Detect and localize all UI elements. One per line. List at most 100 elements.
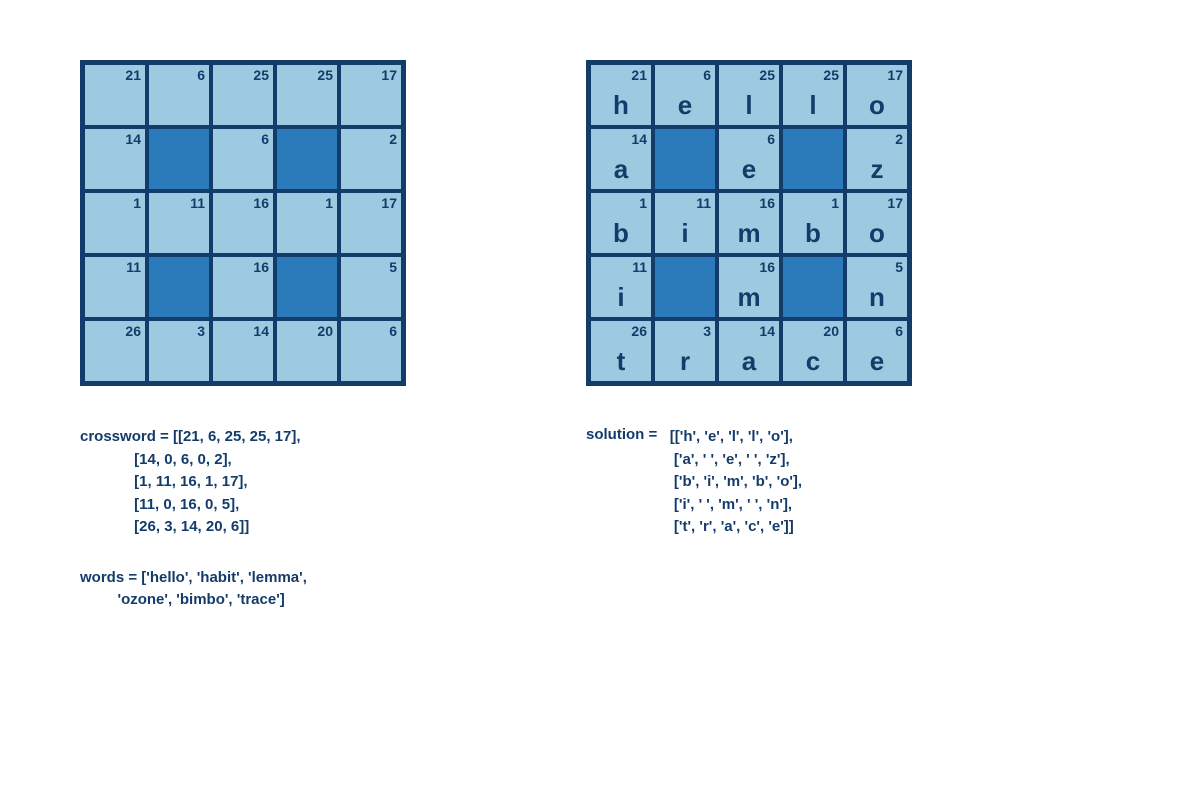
cell: 17 (339, 191, 403, 255)
cell: 11 i (653, 191, 717, 255)
cell-number: 11 (190, 195, 205, 211)
cell-letter: b (783, 218, 843, 249)
cell-number: 17 (381, 195, 397, 211)
cell-number: 14 (125, 131, 141, 147)
cell: 3r (653, 319, 717, 383)
cell-number: 20 (317, 323, 333, 339)
cell-letter: t (591, 346, 651, 377)
cell-number: 17 (887, 195, 903, 211)
cell: 6e (845, 319, 909, 383)
cell: 3 (147, 319, 211, 383)
cell: 20 (275, 319, 339, 383)
cell-number: 11 (696, 195, 711, 211)
cell: 14 (211, 319, 275, 383)
cell: 2z (845, 127, 909, 191)
cell: 14 a (717, 319, 781, 383)
cell (147, 255, 211, 319)
cell-number: 17 (887, 67, 903, 83)
left-panel: 2162525171462111161171116526314206 cross… (80, 60, 406, 612)
solution-label: solution = (586, 426, 670, 539)
cell-letter: o (847, 218, 907, 249)
cell: 17 o (845, 63, 909, 127)
cell: 25 (275, 63, 339, 127)
cell-number: 1 (133, 195, 141, 211)
cell-number: 1 (831, 195, 839, 211)
cell: 6 (339, 319, 403, 383)
cell: 5n (845, 255, 909, 319)
cell (147, 127, 211, 191)
cell-number: 14 (631, 131, 647, 147)
cell: 26 t (589, 319, 653, 383)
cell-letter: m (719, 218, 779, 249)
cell: 6e (653, 63, 717, 127)
cell-letter: e (655, 90, 715, 121)
cell-number: 5 (389, 259, 397, 275)
cell: 2 (339, 127, 403, 191)
cell-letter: i (655, 218, 715, 249)
cell: 17 (339, 63, 403, 127)
cell: 1 (275, 191, 339, 255)
cell-letter: h (591, 90, 651, 121)
cell: 16 m (717, 255, 781, 319)
cell: 16 (211, 191, 275, 255)
cell-letter: o (847, 90, 907, 121)
cell (653, 255, 717, 319)
cell-number: 3 (197, 323, 205, 339)
cell: 6 (211, 127, 275, 191)
solution-grid: 21h6e25l25l17o14a6e2z1b11i16m1b17o11i16m… (586, 60, 912, 386)
crossword-grid: 2162525171462111161171116526314206 (80, 60, 406, 386)
cell: 11 (147, 191, 211, 255)
cell-letter: i (591, 282, 651, 313)
cell-number: 26 (631, 323, 647, 339)
cell-number: 16 (759, 259, 775, 275)
cell-number: 25 (253, 67, 269, 83)
cell: 20c (781, 319, 845, 383)
cell (781, 255, 845, 319)
cell: 1b (589, 191, 653, 255)
crossword-code: crossword = [[21, 6, 25, 25, 17], [14, 0… (80, 426, 406, 539)
cell: 25 (211, 63, 275, 127)
cell: 5 (339, 255, 403, 319)
cell-number: 3 (703, 323, 711, 339)
cell-letter: e (719, 154, 779, 185)
cell-number: 16 (253, 259, 269, 275)
cell: 16 (211, 255, 275, 319)
cell: 17 o (845, 191, 909, 255)
cell (275, 127, 339, 191)
cell-letter: l (719, 90, 779, 121)
cell: 6 (147, 63, 211, 127)
cell-number: 1 (325, 195, 333, 211)
cell-letter: l (783, 90, 843, 121)
cell-letter: z (847, 154, 907, 185)
cell-number: 6 (261, 131, 269, 147)
cell (275, 255, 339, 319)
cell: 14 (83, 127, 147, 191)
cell: 26 (83, 319, 147, 383)
cell-number: 6 (197, 67, 205, 83)
cell-number: 26 (125, 323, 141, 339)
cell: 21h (589, 63, 653, 127)
cell-number: 14 (253, 323, 269, 339)
cell-letter: b (591, 218, 651, 249)
cell-number: 25 (823, 67, 839, 83)
cell: 1b (781, 191, 845, 255)
cell (653, 127, 717, 191)
words-code: words = ['hello', 'habit', 'lemma', 'ozo… (80, 567, 406, 612)
cell: 11 (83, 255, 147, 319)
cell-number: 21 (125, 67, 141, 83)
cell-number: 6 (703, 67, 711, 83)
cell-number: 1 (639, 195, 647, 211)
right-panel: 21h6e25l25l17o14a6e2z1b11i16m1b17o11i16m… (586, 60, 912, 612)
cell-number: 25 (759, 67, 775, 83)
cell: 16 m (717, 191, 781, 255)
cell-number: 11 (126, 259, 141, 275)
cell-number: 2 (389, 131, 397, 147)
cell-letter: m (719, 282, 779, 313)
cell-letter: a (591, 154, 651, 185)
cell-number: 16 (759, 195, 775, 211)
cell-letter: a (719, 346, 779, 377)
cell-number: 14 (759, 323, 775, 339)
cell (781, 127, 845, 191)
cell-letter: e (847, 346, 907, 377)
cell-number: 6 (767, 131, 775, 147)
